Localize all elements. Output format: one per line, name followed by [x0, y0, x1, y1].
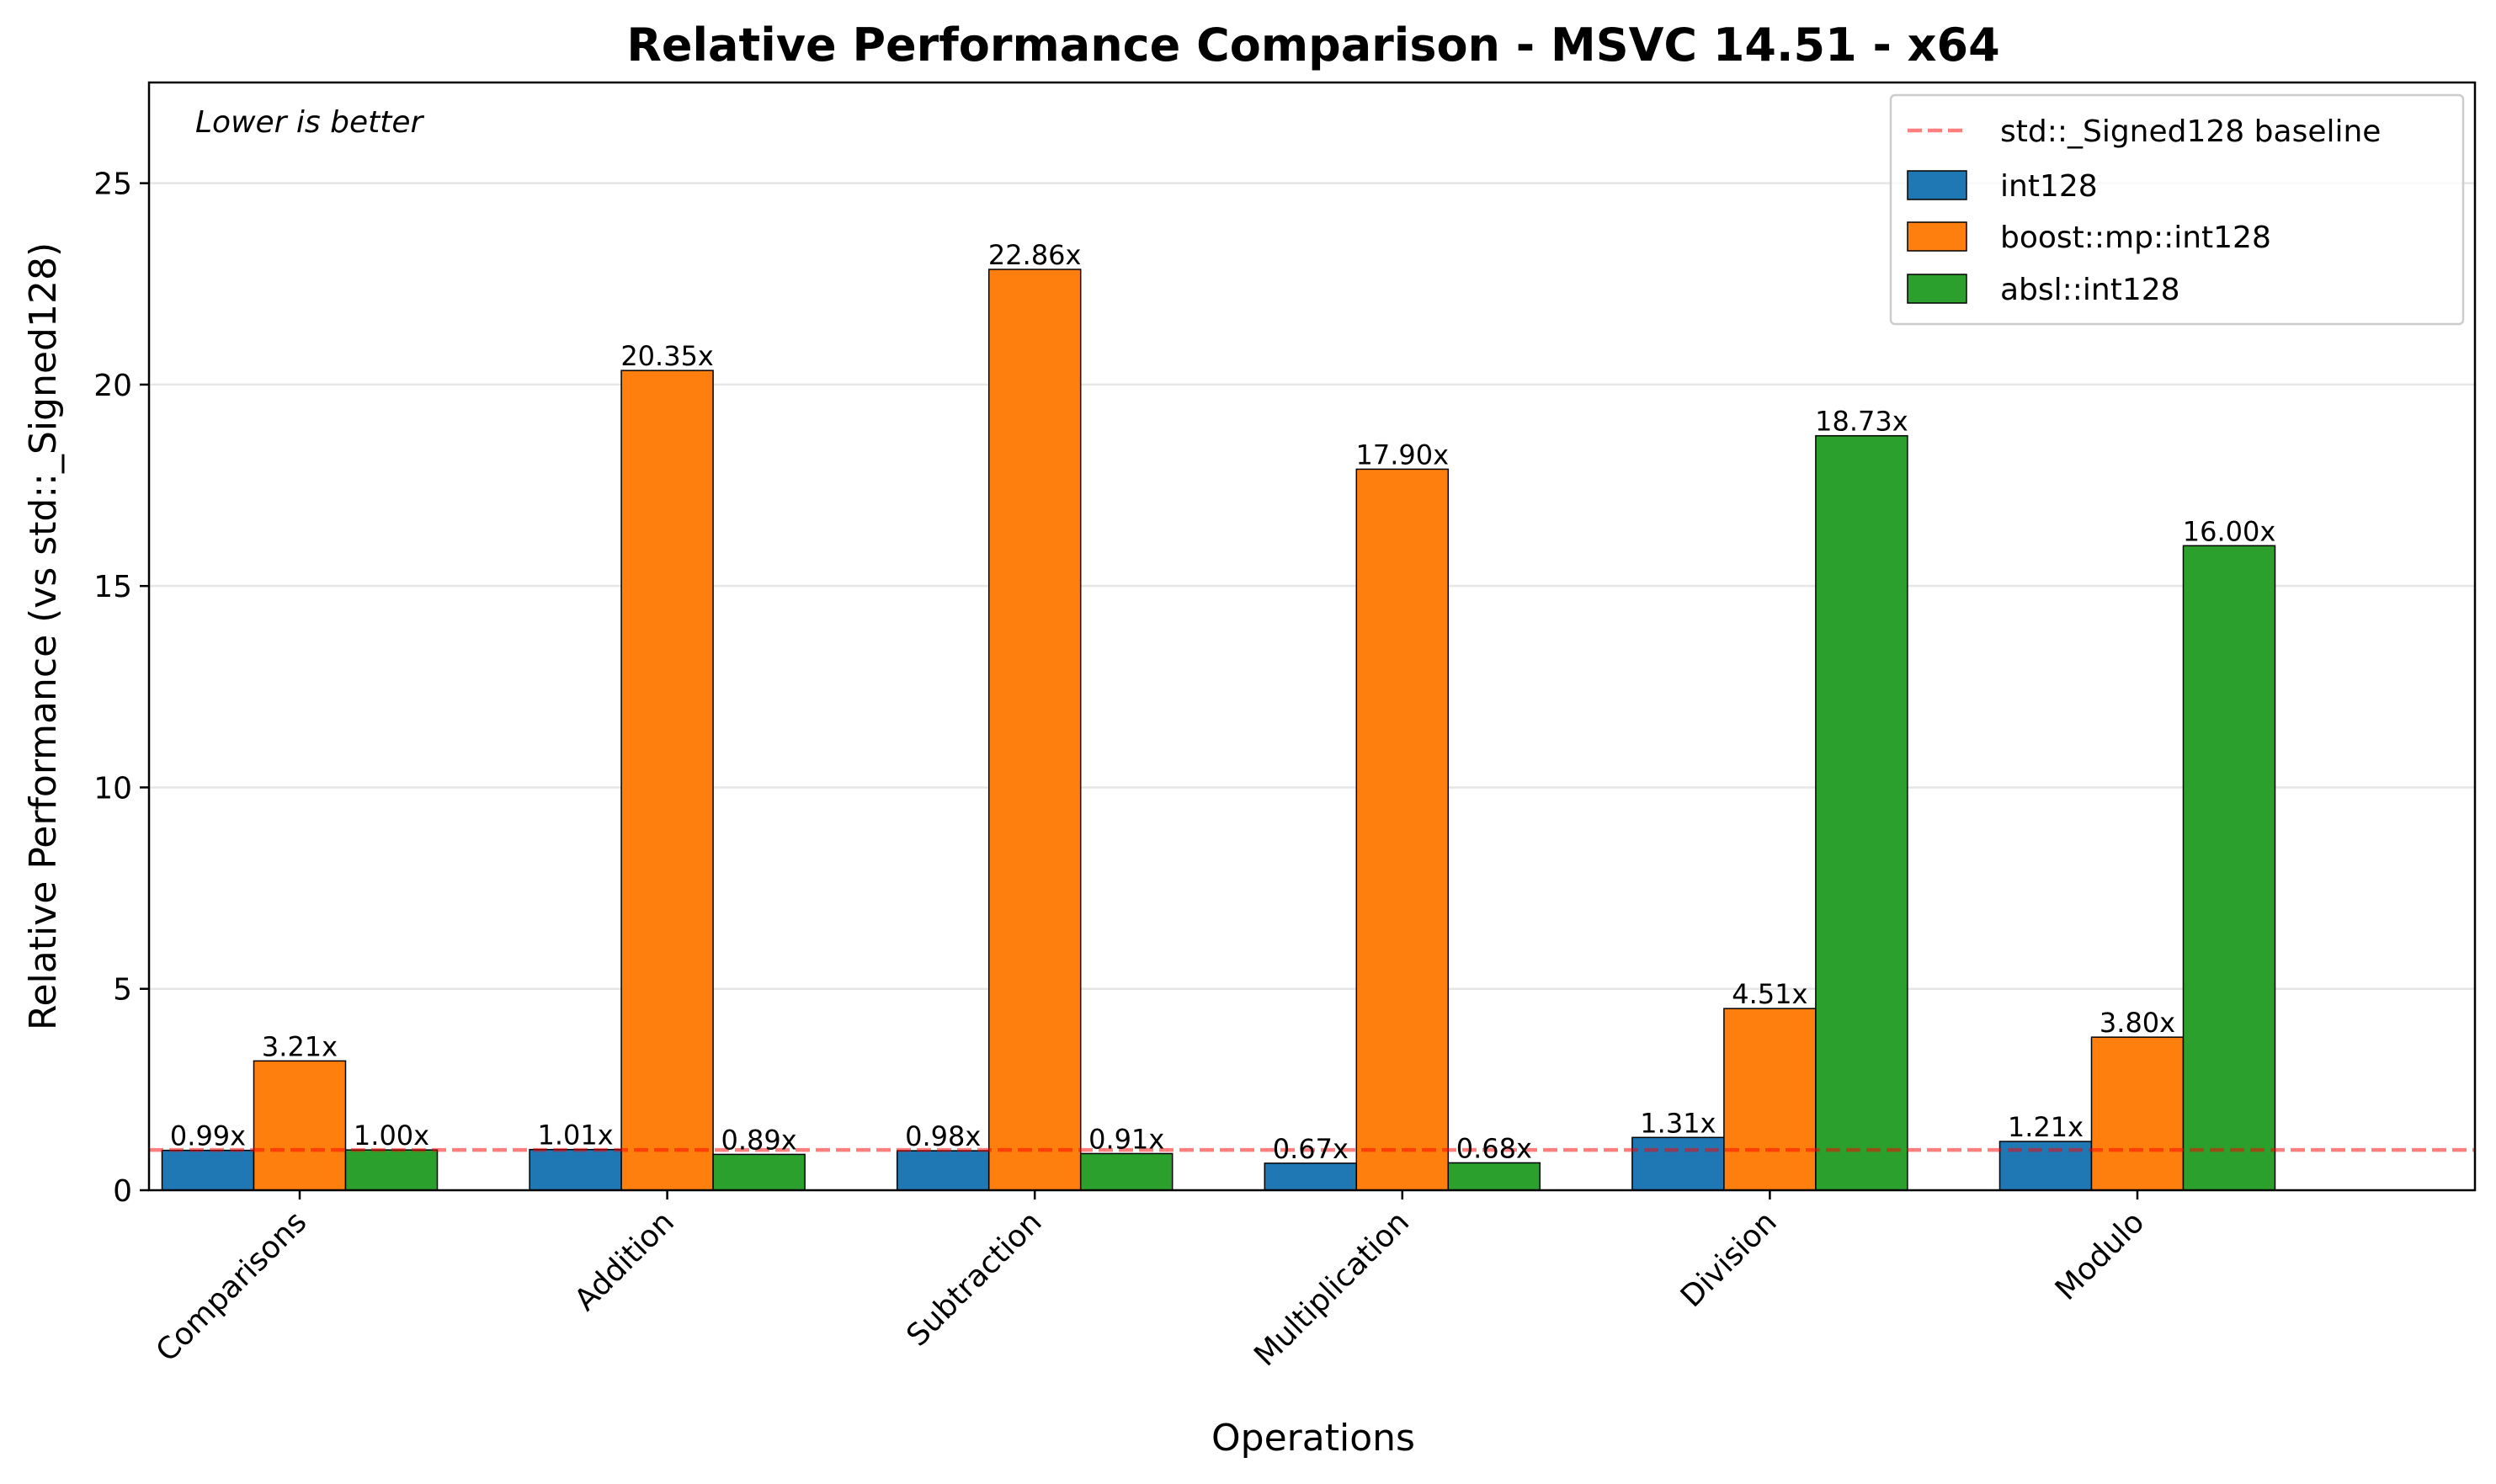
bar-value-label: 4.51x: [1732, 978, 1807, 1010]
legend-label: int128: [2000, 169, 2098, 204]
bar-value-label: 3.21x: [262, 1030, 338, 1062]
bar-value-label: 0.91x: [1088, 1123, 1164, 1155]
bar-value-label: 0.67x: [1273, 1133, 1349, 1165]
bar: [2182, 545, 2276, 1191]
lower-is-better-note: Lower is better: [195, 105, 424, 140]
bar-value-label: 0.68x: [1456, 1132, 1532, 1164]
bar: [529, 1148, 622, 1191]
y-axis: 0 5 10 15 20 25: [93, 168, 149, 1209]
y-tick-label: 25: [93, 168, 132, 202]
bar: [1447, 1162, 1541, 1191]
bar-value-label: 16.00x: [2183, 515, 2276, 547]
bar-value-label: 1.31x: [1640, 1107, 1716, 1139]
bar: [161, 1149, 255, 1191]
bar: [344, 1149, 439, 1191]
bar-value-label: 17.90x: [1356, 439, 1450, 471]
bar-value-label: 1.00x: [354, 1120, 429, 1152]
bar: [2090, 1036, 2185, 1191]
bar: [896, 1150, 990, 1191]
legend-swatch: [1907, 170, 1967, 200]
bar-value-label: 3.80x: [2100, 1007, 2175, 1039]
plot-area: [147, 81, 2477, 1192]
y-tick-label: 5: [113, 973, 132, 1008]
bar-value-label: 0.98x: [905, 1120, 981, 1152]
bar-value-label: 22.86x: [988, 239, 1082, 271]
y-tick-label: 20: [93, 369, 132, 403]
legend-label: std::_Signed128 baseline: [2000, 114, 2381, 149]
legend-label: absl::int128: [2000, 273, 2180, 307]
x-axis-label: Operations: [1211, 1417, 1415, 1460]
y-tick-label: 10: [93, 771, 132, 806]
bar: [987, 269, 1082, 1191]
y-tick-label: 0: [113, 1174, 132, 1209]
bar: [620, 370, 714, 1191]
bar: [712, 1153, 806, 1191]
bar-value-label: 0.89x: [721, 1124, 797, 1156]
bar-value-label: 20.35x: [620, 340, 714, 372]
grid: [149, 182, 2475, 990]
bar-value-label: 18.73x: [1815, 406, 1908, 438]
bar-value-label: 1.01x: [538, 1120, 614, 1152]
bar-value-label: 0.99x: [170, 1120, 246, 1152]
bar: [1264, 1162, 1358, 1191]
legend-label: boost::mp::int128: [2000, 221, 2271, 255]
bar-value-label: 1.21x: [2008, 1111, 2084, 1143]
y-tick-label: 15: [93, 570, 132, 604]
bar: [1723, 1008, 1817, 1191]
bar: [1631, 1136, 1725, 1191]
legend: std::_Signed128 baselineint128boost::mp:…: [1889, 93, 2465, 326]
legend-swatch: [1907, 221, 1967, 252]
data-labels: 0.99x 3.21x 1.00x 1.01x 20.35x 0.89x 0.98x 22.8…: [170, 239, 2275, 1165]
bar: [1355, 468, 1450, 1191]
bar: [253, 1060, 347, 1191]
chart-title: Relative Performance Comparison - MSVC 1…: [626, 19, 1999, 72]
bar: [1815, 434, 1908, 1191]
bars: [161, 269, 2276, 1191]
legend-box: [1889, 93, 2465, 326]
bar: [1079, 1152, 1173, 1191]
legend-swatch: [1907, 274, 1967, 304]
y-axis-label: Relative Performance (vs std::_Signed128…: [22, 242, 65, 1030]
